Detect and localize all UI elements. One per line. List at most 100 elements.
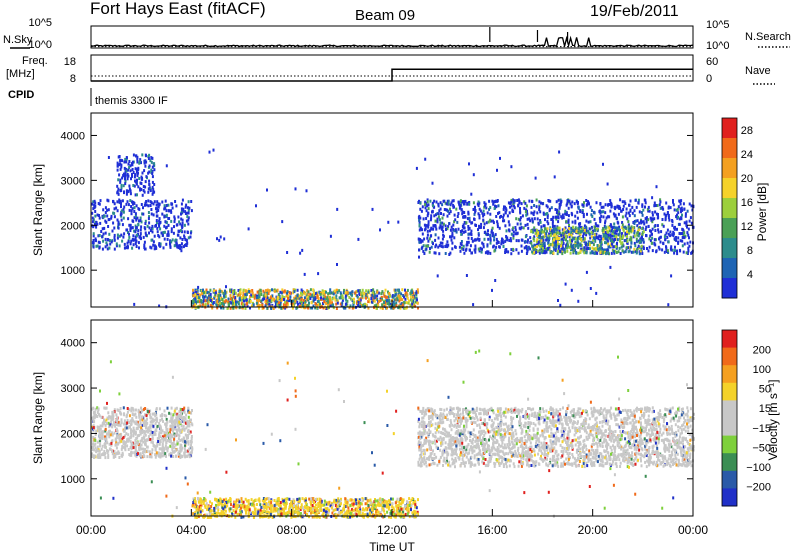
echo-cell [630, 242, 632, 245]
echo-cell [572, 221, 574, 224]
echo-cell [578, 206, 580, 209]
echo-cell [309, 293, 311, 296]
echo-cell [121, 445, 123, 448]
echo-cell [487, 243, 489, 246]
echo-cell [161, 414, 163, 417]
echo-cell [412, 296, 414, 299]
echo-cell [429, 200, 431, 203]
echo-cell [527, 239, 529, 242]
echo-cell [102, 248, 104, 251]
echo-cell [397, 298, 399, 301]
echo-cell [120, 407, 122, 410]
echo-cell [138, 177, 140, 180]
echo-cell [143, 189, 145, 192]
echo-cell [586, 213, 588, 216]
echo-cell [144, 439, 146, 442]
echo-cell [471, 221, 473, 224]
echo-cell [159, 443, 161, 446]
echo-cell [263, 295, 265, 298]
echo-cell [149, 450, 151, 453]
echo-cell [436, 201, 438, 204]
echo-cell [383, 292, 385, 295]
echo-cell [162, 420, 164, 423]
echo-cell [485, 251, 487, 254]
echo-cell [664, 235, 666, 238]
freq-label-line1: Freq. [22, 55, 48, 67]
echo-cell [577, 231, 579, 234]
echo-cell [648, 206, 650, 209]
echo-cell [677, 241, 679, 244]
echo-cell [174, 419, 176, 422]
echo-cell [523, 226, 525, 229]
echo-cell [169, 440, 171, 443]
echo-cell [483, 210, 485, 213]
echo-cell [128, 224, 130, 227]
echo-cell [313, 297, 315, 300]
echo-cell [437, 220, 439, 223]
echo-cell [432, 224, 434, 227]
echo-cell [93, 232, 95, 235]
echo-cell-sparse [330, 235, 332, 238]
echo-cell [135, 239, 137, 242]
echo-cell [594, 240, 596, 243]
echo-cell [521, 202, 523, 205]
echo-cell [430, 235, 432, 238]
echo-cell [507, 214, 509, 217]
echo-cell [171, 421, 173, 424]
echo-cell [150, 200, 152, 203]
echo-cell [99, 217, 101, 220]
echo-cell [686, 231, 688, 234]
echo-cell [512, 227, 514, 230]
echo-cell [638, 234, 640, 237]
echo-cell [688, 228, 690, 231]
echo-cell [361, 295, 363, 298]
echo-cell [675, 411, 677, 414]
echo-cell [133, 154, 135, 157]
echo-cell [173, 442, 175, 445]
echo-cell [683, 202, 685, 205]
echo-cell [123, 217, 125, 220]
echo-cell [222, 292, 224, 295]
echo-cell [487, 229, 489, 232]
echo-cell-sparse [281, 220, 283, 223]
echo-cell [605, 226, 607, 229]
echo-cell [443, 200, 445, 203]
echo-cell-sparse [667, 303, 669, 306]
echo-cell [183, 425, 185, 428]
echo-cell [566, 204, 568, 207]
echo-cell [337, 302, 339, 305]
echo-cell [242, 303, 244, 306]
echo-cell [558, 237, 560, 240]
echo-cell [426, 209, 428, 212]
echo-cell [683, 208, 685, 211]
echo-cell [525, 235, 527, 238]
echo-cell [140, 423, 142, 426]
echo-cell [124, 243, 126, 246]
echo-cell [137, 217, 139, 220]
echo-cell [106, 407, 108, 410]
echo-cell-sparse [127, 190, 129, 193]
echo-cell [183, 407, 185, 410]
echo-cell [533, 204, 535, 207]
echo-cell [385, 289, 387, 292]
echo-cell [585, 220, 587, 223]
echo-cell [607, 231, 609, 234]
echo-cell [445, 208, 447, 211]
echo-cell [146, 414, 148, 417]
echo-cell [674, 237, 676, 240]
echo-cell [256, 296, 258, 299]
echo-cell [169, 445, 171, 448]
echo-cell [428, 223, 430, 226]
echo-cell-sparse [510, 165, 512, 168]
echo-cell [464, 227, 466, 230]
echo-cell [153, 433, 155, 436]
echo-cell [577, 202, 579, 205]
echo-cell [619, 198, 621, 201]
echo-cell [597, 247, 599, 250]
echo-cell [626, 246, 628, 249]
echo-cell [91, 417, 93, 420]
echo-cell [108, 218, 110, 221]
echo-cell [133, 427, 135, 430]
echo-cell [489, 252, 491, 255]
echo-cell [177, 216, 179, 219]
